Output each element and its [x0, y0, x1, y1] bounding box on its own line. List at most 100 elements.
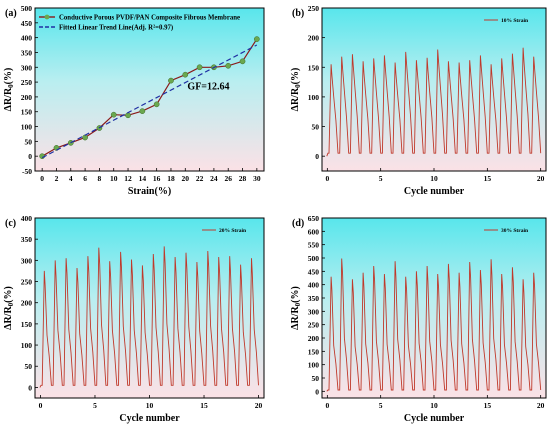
y-tick-label: 350: [308, 294, 320, 303]
y-tick-label: 250: [308, 321, 320, 330]
y-tick-label: 150: [21, 108, 33, 117]
y-tick-label: 200: [21, 299, 33, 308]
y-axis-label: ΔR/R0(%): [3, 286, 15, 330]
x-tick-label: 4: [69, 174, 73, 183]
x-tick-label: 10: [146, 401, 154, 410]
x-tick-label: 15: [484, 174, 492, 183]
y-tick-label: 250: [21, 278, 33, 287]
plot-background: [35, 8, 264, 171]
x-tick-label: 5: [93, 401, 97, 410]
legend-label: 20% Strain: [219, 228, 246, 234]
x-tick-label: 2: [55, 174, 59, 183]
y-tick-label: 300: [21, 63, 33, 72]
y-tick-label: 450: [21, 19, 33, 28]
y-tick-label: 50: [312, 123, 320, 132]
data-point: [168, 77, 174, 84]
legend-marker: [44, 14, 50, 20]
x-tick-label: 10: [430, 174, 438, 183]
y-tick-label: 300: [21, 256, 33, 265]
plot-background: [322, 8, 546, 171]
x-tick-label: 24: [210, 174, 218, 183]
chart-panel-4: 0 50 100 150 200 250 300 350 400 450 500 550 600 650 0…: [290, 214, 547, 424]
data-point: [110, 111, 117, 118]
chart-panel-3: 0 50 100 150 200 250 300 350 400 0 5 10 15 20 Cycle nu…: [3, 214, 265, 424]
panel-label: (a): [5, 8, 17, 19]
y-tick-label: 400: [308, 281, 320, 290]
x-tick-label: 15: [200, 401, 208, 410]
panel-label: (d): [292, 218, 304, 229]
x-tick-label: 10: [110, 174, 118, 183]
data-point: [139, 108, 146, 114]
data-point: [196, 64, 203, 71]
x-tick-label: 20: [537, 401, 545, 410]
plot-frame: [34, 7, 265, 172]
legend-label: Conductive Porous PVDF/PAN Composite Fib…: [59, 15, 240, 22]
y-tick-label: 500: [308, 254, 320, 263]
x-tick-label: 12: [124, 174, 132, 183]
y-tick-label: 500: [21, 4, 33, 13]
y-tick-label: 350: [21, 48, 33, 57]
x-axis-label: Strain(%): [128, 186, 171, 197]
x-tick-label: 16: [153, 174, 161, 183]
x-tick-label: 0: [325, 174, 329, 183]
panel-label: (b): [292, 8, 304, 19]
x-tick-label: 0: [40, 174, 44, 183]
x-tick-label: 22: [196, 174, 204, 183]
y-tick-label: 100: [308, 361, 320, 370]
x-tick-label: 15: [484, 401, 492, 410]
x-tick-label: 28: [239, 174, 247, 183]
panel-label: (c): [5, 218, 16, 229]
y-tick-label: 200: [308, 34, 320, 43]
data-point: [239, 58, 246, 65]
data-point: [153, 101, 160, 108]
y-tick-label: 150: [308, 347, 320, 356]
x-tick-label: 0: [39, 401, 43, 410]
y-tick-label: 50: [312, 374, 320, 383]
y-tick-label: -50: [22, 167, 32, 176]
y-tick-label: 100: [21, 123, 33, 132]
x-tick-label: 14: [139, 174, 147, 183]
y-tick-label: 50: [25, 137, 33, 146]
series-line: [39, 246, 259, 388]
x-tick-label: 30: [253, 174, 261, 183]
gauge-factor-annotation: GF=12.64: [187, 82, 229, 93]
x-tick-label: 20: [537, 174, 545, 183]
y-tick-label: 200: [21, 93, 33, 102]
data-point: [253, 36, 260, 42]
x-axis-label: Cycle number: [404, 413, 465, 424]
y-tick-label: 100: [308, 93, 320, 102]
x-tick-label: 6: [83, 174, 87, 183]
y-tick-label: 600: [308, 227, 320, 236]
data-point: [225, 62, 232, 69]
y-axis-label: ΔR/R0(%): [290, 68, 302, 112]
y-axis-label: ΔR/R0(%): [3, 68, 15, 112]
x-tick-label: 20: [182, 174, 190, 183]
y-tick-label: 250: [308, 4, 320, 13]
y-tick-label: 650: [308, 214, 320, 223]
y-tick-label: 250: [21, 78, 33, 87]
y-tick-label: 150: [21, 320, 33, 329]
y-tick-label: 300: [308, 307, 320, 316]
x-tick-label: 0: [325, 401, 329, 410]
x-axis-label: Cycle number: [119, 413, 180, 424]
y-tick-label: 0: [28, 383, 32, 392]
x-tick-label: 10: [430, 401, 438, 410]
y-tick-label: 0: [315, 152, 319, 161]
x-tick-label: 18: [167, 174, 175, 183]
y-tick-label: 400: [21, 34, 33, 43]
y-tick-label: 550: [308, 241, 320, 250]
x-tick-label: 8: [98, 174, 102, 183]
chart-panel-2: 0 50 100 150 200 250 0 5 10 15 20 Cycle number ΔR/R0…: [290, 4, 547, 197]
y-tick-label: 150: [308, 63, 320, 72]
series-line: [41, 44, 258, 159]
y-tick-label: 0: [28, 152, 32, 161]
y-tick-label: 400: [21, 214, 33, 223]
series-line: [326, 258, 542, 392]
legend-label: 10% Strain: [501, 18, 528, 24]
y-tick-label: 450: [308, 267, 320, 276]
x-axis-label: Cycle number: [404, 186, 465, 197]
legend-label: 30% Strain: [501, 228, 528, 234]
x-tick-label: 5: [379, 174, 383, 183]
plot-background: [35, 218, 264, 398]
